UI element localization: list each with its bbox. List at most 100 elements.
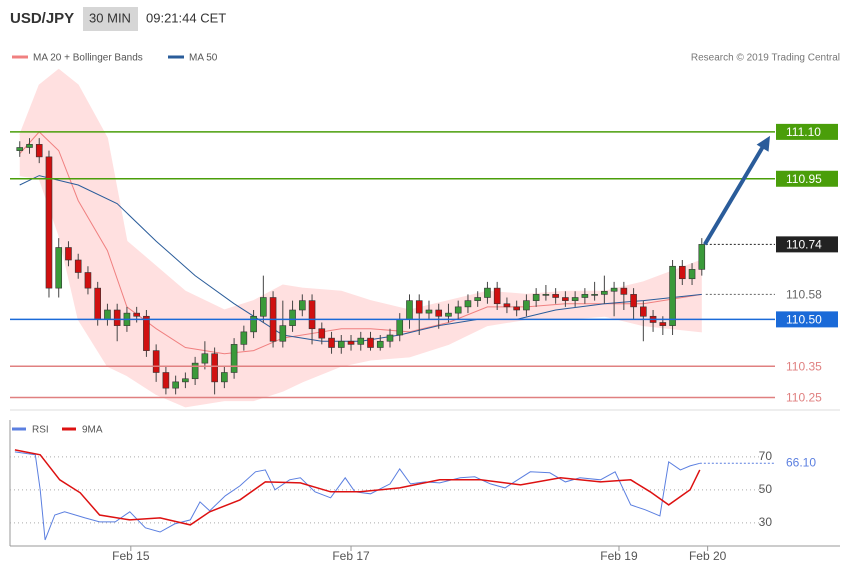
candle-body bbox=[201, 353, 209, 364]
candle-body bbox=[591, 294, 598, 296]
candle-body bbox=[289, 309, 296, 326]
candle-body bbox=[425, 309, 433, 314]
candle-body bbox=[386, 334, 394, 342]
level-label: 110.58 bbox=[786, 288, 822, 302]
candle-body bbox=[679, 265, 686, 280]
level-box bbox=[776, 170, 838, 187]
candle-body bbox=[484, 287, 491, 298]
x-tick-label: Feb 19 bbox=[600, 549, 638, 563]
candle-body bbox=[260, 297, 267, 317]
candle-body bbox=[542, 294, 550, 296]
candle-body bbox=[367, 337, 374, 348]
candle-body bbox=[328, 337, 335, 348]
candle-body bbox=[610, 287, 618, 292]
candle-body bbox=[464, 300, 472, 308]
interval: 30 MIN bbox=[89, 10, 131, 25]
candle-body bbox=[669, 265, 676, 326]
candle-body bbox=[133, 312, 140, 317]
candle-body bbox=[601, 290, 608, 295]
candle-body bbox=[357, 337, 365, 345]
rsi-line bbox=[14, 451, 700, 541]
candle-body bbox=[279, 325, 287, 342]
candle-body bbox=[172, 381, 179, 389]
candle-body bbox=[474, 297, 481, 301]
level-label: 110.25 bbox=[786, 391, 822, 405]
candle-body bbox=[94, 287, 101, 320]
x-tick-label: Feb 17 bbox=[332, 549, 370, 563]
candle-body bbox=[698, 244, 706, 270]
candle-body bbox=[104, 309, 111, 320]
candle-body bbox=[84, 272, 92, 289]
candle-body bbox=[152, 350, 160, 373]
candle-body bbox=[337, 340, 345, 348]
symbol: USD/JPY bbox=[10, 10, 74, 27]
level-label: 110.74 bbox=[786, 238, 822, 252]
candle-body bbox=[240, 331, 248, 345]
candle-body bbox=[493, 287, 501, 305]
candle-body bbox=[688, 269, 696, 280]
candle-body bbox=[523, 300, 530, 311]
candle-body bbox=[620, 287, 628, 295]
candle-body bbox=[182, 378, 189, 383]
credit: Research © 2019 Trading Central bbox=[691, 53, 840, 64]
candle-body bbox=[55, 247, 63, 289]
level-box bbox=[776, 389, 838, 406]
y-tick-label: 70 bbox=[759, 449, 773, 463]
candle-body bbox=[162, 372, 170, 389]
candle-body bbox=[562, 297, 569, 301]
level-box bbox=[776, 123, 838, 140]
candle-body bbox=[445, 312, 452, 317]
candle-body bbox=[376, 340, 384, 348]
candle-body bbox=[347, 340, 355, 345]
candle-body bbox=[552, 294, 559, 298]
level-box bbox=[776, 358, 838, 375]
y-tick-label: 30 bbox=[759, 515, 773, 529]
candle-body bbox=[65, 247, 72, 261]
time: 09:21:44 CET bbox=[146, 10, 226, 25]
candle-body bbox=[35, 144, 43, 158]
candle-body bbox=[16, 147, 24, 151]
legend-label: RSI bbox=[32, 425, 49, 436]
candle-body bbox=[659, 322, 667, 326]
forecast-arrow bbox=[703, 143, 766, 246]
legend-label: MA 20 + Bollinger Bands bbox=[33, 53, 143, 64]
candle-body bbox=[532, 294, 540, 301]
candle-body bbox=[26, 144, 33, 148]
candle-body bbox=[211, 353, 218, 383]
candle-body bbox=[581, 294, 589, 298]
candle-body bbox=[250, 315, 257, 333]
x-tick-label: Feb 15 bbox=[112, 549, 150, 563]
candle-body bbox=[640, 306, 647, 317]
level-box bbox=[776, 311, 838, 328]
candle-body bbox=[415, 300, 423, 314]
level-label: 110.50 bbox=[786, 313, 822, 327]
candle-body bbox=[45, 156, 53, 289]
rsi-ma-line bbox=[14, 449, 701, 526]
candle-body bbox=[74, 259, 82, 273]
level-box bbox=[776, 236, 838, 253]
level-label: 110.95 bbox=[786, 172, 822, 186]
candle-body bbox=[396, 319, 404, 336]
candle-body bbox=[406, 300, 413, 320]
level-label: 110.35 bbox=[786, 359, 822, 373]
candle-body bbox=[221, 372, 228, 383]
candle-body bbox=[318, 328, 326, 339]
candle-body bbox=[230, 344, 238, 373]
forecast-arrow-head bbox=[756, 135, 770, 152]
candle-body bbox=[191, 362, 199, 380]
level-label: 111.10 bbox=[786, 125, 821, 139]
candle-body bbox=[113, 309, 121, 326]
y-tick-label: 50 bbox=[759, 482, 773, 496]
candle-body bbox=[143, 315, 150, 351]
candle-body bbox=[503, 303, 511, 308]
candle-body bbox=[435, 309, 443, 317]
x-tick-label: Feb 20 bbox=[689, 549, 727, 563]
legend-label: 9MA bbox=[82, 425, 103, 436]
legend-label: MA 50 bbox=[189, 53, 218, 64]
candle-body bbox=[308, 300, 316, 330]
level-box bbox=[776, 286, 838, 303]
candle-body bbox=[454, 306, 462, 314]
candle-body bbox=[571, 297, 579, 301]
candle-body bbox=[630, 294, 637, 308]
